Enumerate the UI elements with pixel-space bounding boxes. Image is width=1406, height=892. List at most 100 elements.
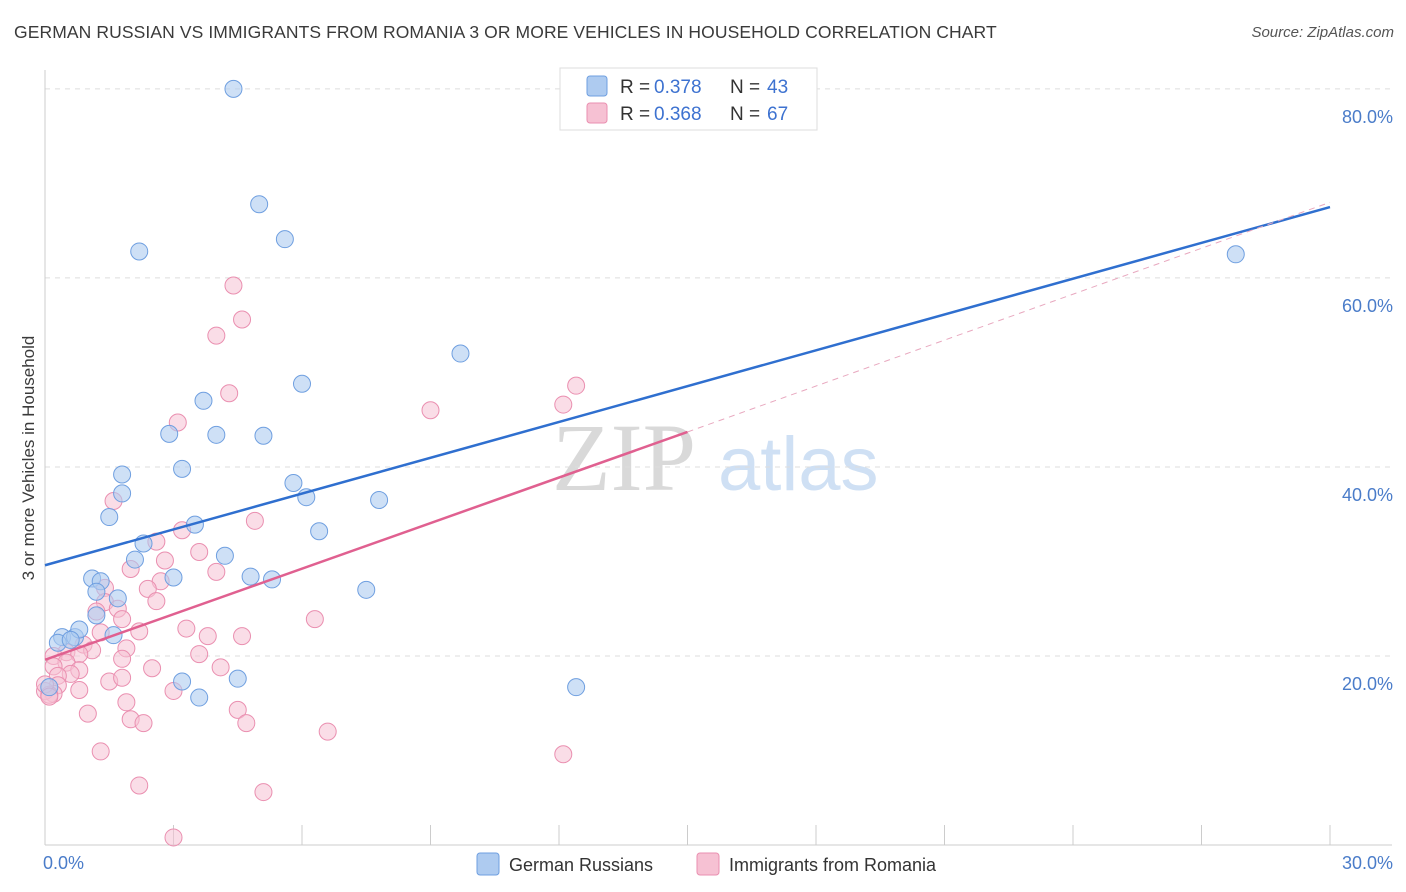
y-tick-label: 80.0% <box>1342 107 1393 127</box>
legend-swatch-romania <box>586 102 608 124</box>
legend-n-label-2: N = <box>730 104 760 125</box>
legend: R = 0.378 N = 43 R = 0.368 N = 67 <box>559 67 818 131</box>
watermark-atlas: atlas <box>718 422 879 507</box>
data-point-romania <box>198 627 217 646</box>
trend-line-romania-extension <box>687 201 1331 433</box>
data-point-romania <box>567 376 586 395</box>
legend-n-value-2: 67 <box>767 104 788 125</box>
data-point-german-russians <box>310 522 329 541</box>
data-point-romania <box>117 693 136 712</box>
data-point-romania <box>78 704 97 723</box>
data-point-romania <box>207 326 226 345</box>
series-romania-points <box>36 276 586 847</box>
data-point-german-russians <box>194 391 213 410</box>
data-point-german-russians <box>451 344 470 363</box>
data-point-german-russians <box>100 508 119 527</box>
data-point-german-russians <box>164 568 183 587</box>
data-point-german-russians <box>567 678 586 697</box>
data-point-romania <box>237 714 256 733</box>
tick-labels: 20.0% 40.0% 60.0% 80.0% 0.0% 30.0% <box>43 107 1393 873</box>
data-point-romania <box>113 668 132 687</box>
legend-r-label-1: R = <box>620 77 650 98</box>
data-point-german-russians <box>250 195 269 214</box>
legend-n-label-1: N = <box>730 77 760 98</box>
data-point-german-russians <box>284 474 303 493</box>
data-point-german-russians <box>113 484 132 503</box>
y-tick-label: 60.0% <box>1342 296 1393 316</box>
data-point-romania <box>554 395 573 414</box>
data-point-romania <box>211 658 230 677</box>
source-label: Source: ZipAtlas.com <box>1251 24 1394 41</box>
data-point-romania <box>190 543 209 562</box>
data-point-romania <box>220 384 239 403</box>
series-german-russians-points <box>40 79 1245 707</box>
data-point-german-russians <box>87 606 106 625</box>
data-point-romania <box>554 745 573 764</box>
data-point-german-russians <box>160 424 179 443</box>
data-point-romania <box>177 619 196 638</box>
data-point-romania <box>421 401 440 420</box>
data-point-romania <box>245 511 264 530</box>
data-point-romania <box>138 579 157 598</box>
bottom-legend-label-romania: Immigrants from Romania <box>729 855 937 875</box>
legend-swatch-german-russians <box>586 75 608 97</box>
bottom-legend-swatch-romania <box>696 852 720 876</box>
data-point-romania <box>305 610 324 629</box>
data-point-german-russians <box>224 79 243 98</box>
data-point-german-russians <box>125 550 144 569</box>
data-point-german-russians <box>370 491 389 510</box>
data-point-romania <box>134 714 153 733</box>
y-tick-label: 20.0% <box>1342 674 1393 694</box>
data-point-german-russians <box>108 589 127 608</box>
legend-r-value-1: 0.378 <box>654 77 702 98</box>
axes <box>44 70 1392 846</box>
legend-n-value-1: 43 <box>767 77 788 98</box>
data-point-german-russians <box>357 580 376 599</box>
data-point-german-russians <box>254 426 273 445</box>
data-point-german-russians <box>293 374 311 393</box>
data-point-german-russians <box>207 425 226 444</box>
data-point-romania <box>130 776 149 795</box>
y-axis-title: 3 or more Vehicles in Household <box>19 336 38 581</box>
bottom-legend-swatch-german-russians <box>476 852 500 876</box>
watermark-zip: ZIP <box>552 404 696 511</box>
data-point-romania <box>190 645 209 664</box>
x-tick-label: 30.0% <box>1342 853 1393 873</box>
data-point-romania <box>254 783 273 802</box>
y-tick-label: 40.0% <box>1342 485 1393 505</box>
bottom-legend: German Russians Immigrants from Romania <box>476 852 937 876</box>
data-point-german-russians <box>40 678 59 697</box>
data-point-german-russians <box>113 465 132 484</box>
grid <box>45 88 1392 657</box>
x-tick-label: 0.0% <box>43 853 84 873</box>
chart-title: GERMAN RUSSIAN VS IMMIGRANTS FROM ROMANI… <box>14 22 997 42</box>
data-point-romania <box>91 742 110 761</box>
trend-line-german-russians <box>44 205 1331 567</box>
data-point-romania <box>147 592 166 611</box>
data-point-german-russians <box>215 546 234 565</box>
trend-lines <box>44 201 1331 661</box>
data-point-romania <box>70 681 89 699</box>
data-point-german-russians <box>241 567 260 586</box>
data-point-german-russians <box>173 672 192 691</box>
data-point-romania <box>113 649 132 668</box>
trend-line-romania <box>44 430 688 661</box>
data-point-romania <box>233 627 252 646</box>
bottom-legend-label-german-russians: German Russians <box>509 855 653 875</box>
data-point-german-russians <box>173 459 192 478</box>
data-point-romania <box>143 659 162 678</box>
data-point-german-russians <box>190 688 209 707</box>
data-point-romania <box>318 722 337 741</box>
data-point-romania <box>164 828 183 847</box>
data-point-romania <box>155 551 174 570</box>
data-point-german-russians <box>228 669 247 688</box>
legend-r-label-2: R = <box>620 104 650 125</box>
legend-r-value-2: 0.368 <box>654 104 702 125</box>
data-point-german-russians <box>87 582 106 601</box>
data-point-romania <box>224 276 243 295</box>
data-point-romania <box>113 610 132 629</box>
data-point-german-russians <box>1226 245 1245 264</box>
data-point-german-russians <box>61 630 80 649</box>
data-point-german-russians <box>275 230 294 249</box>
